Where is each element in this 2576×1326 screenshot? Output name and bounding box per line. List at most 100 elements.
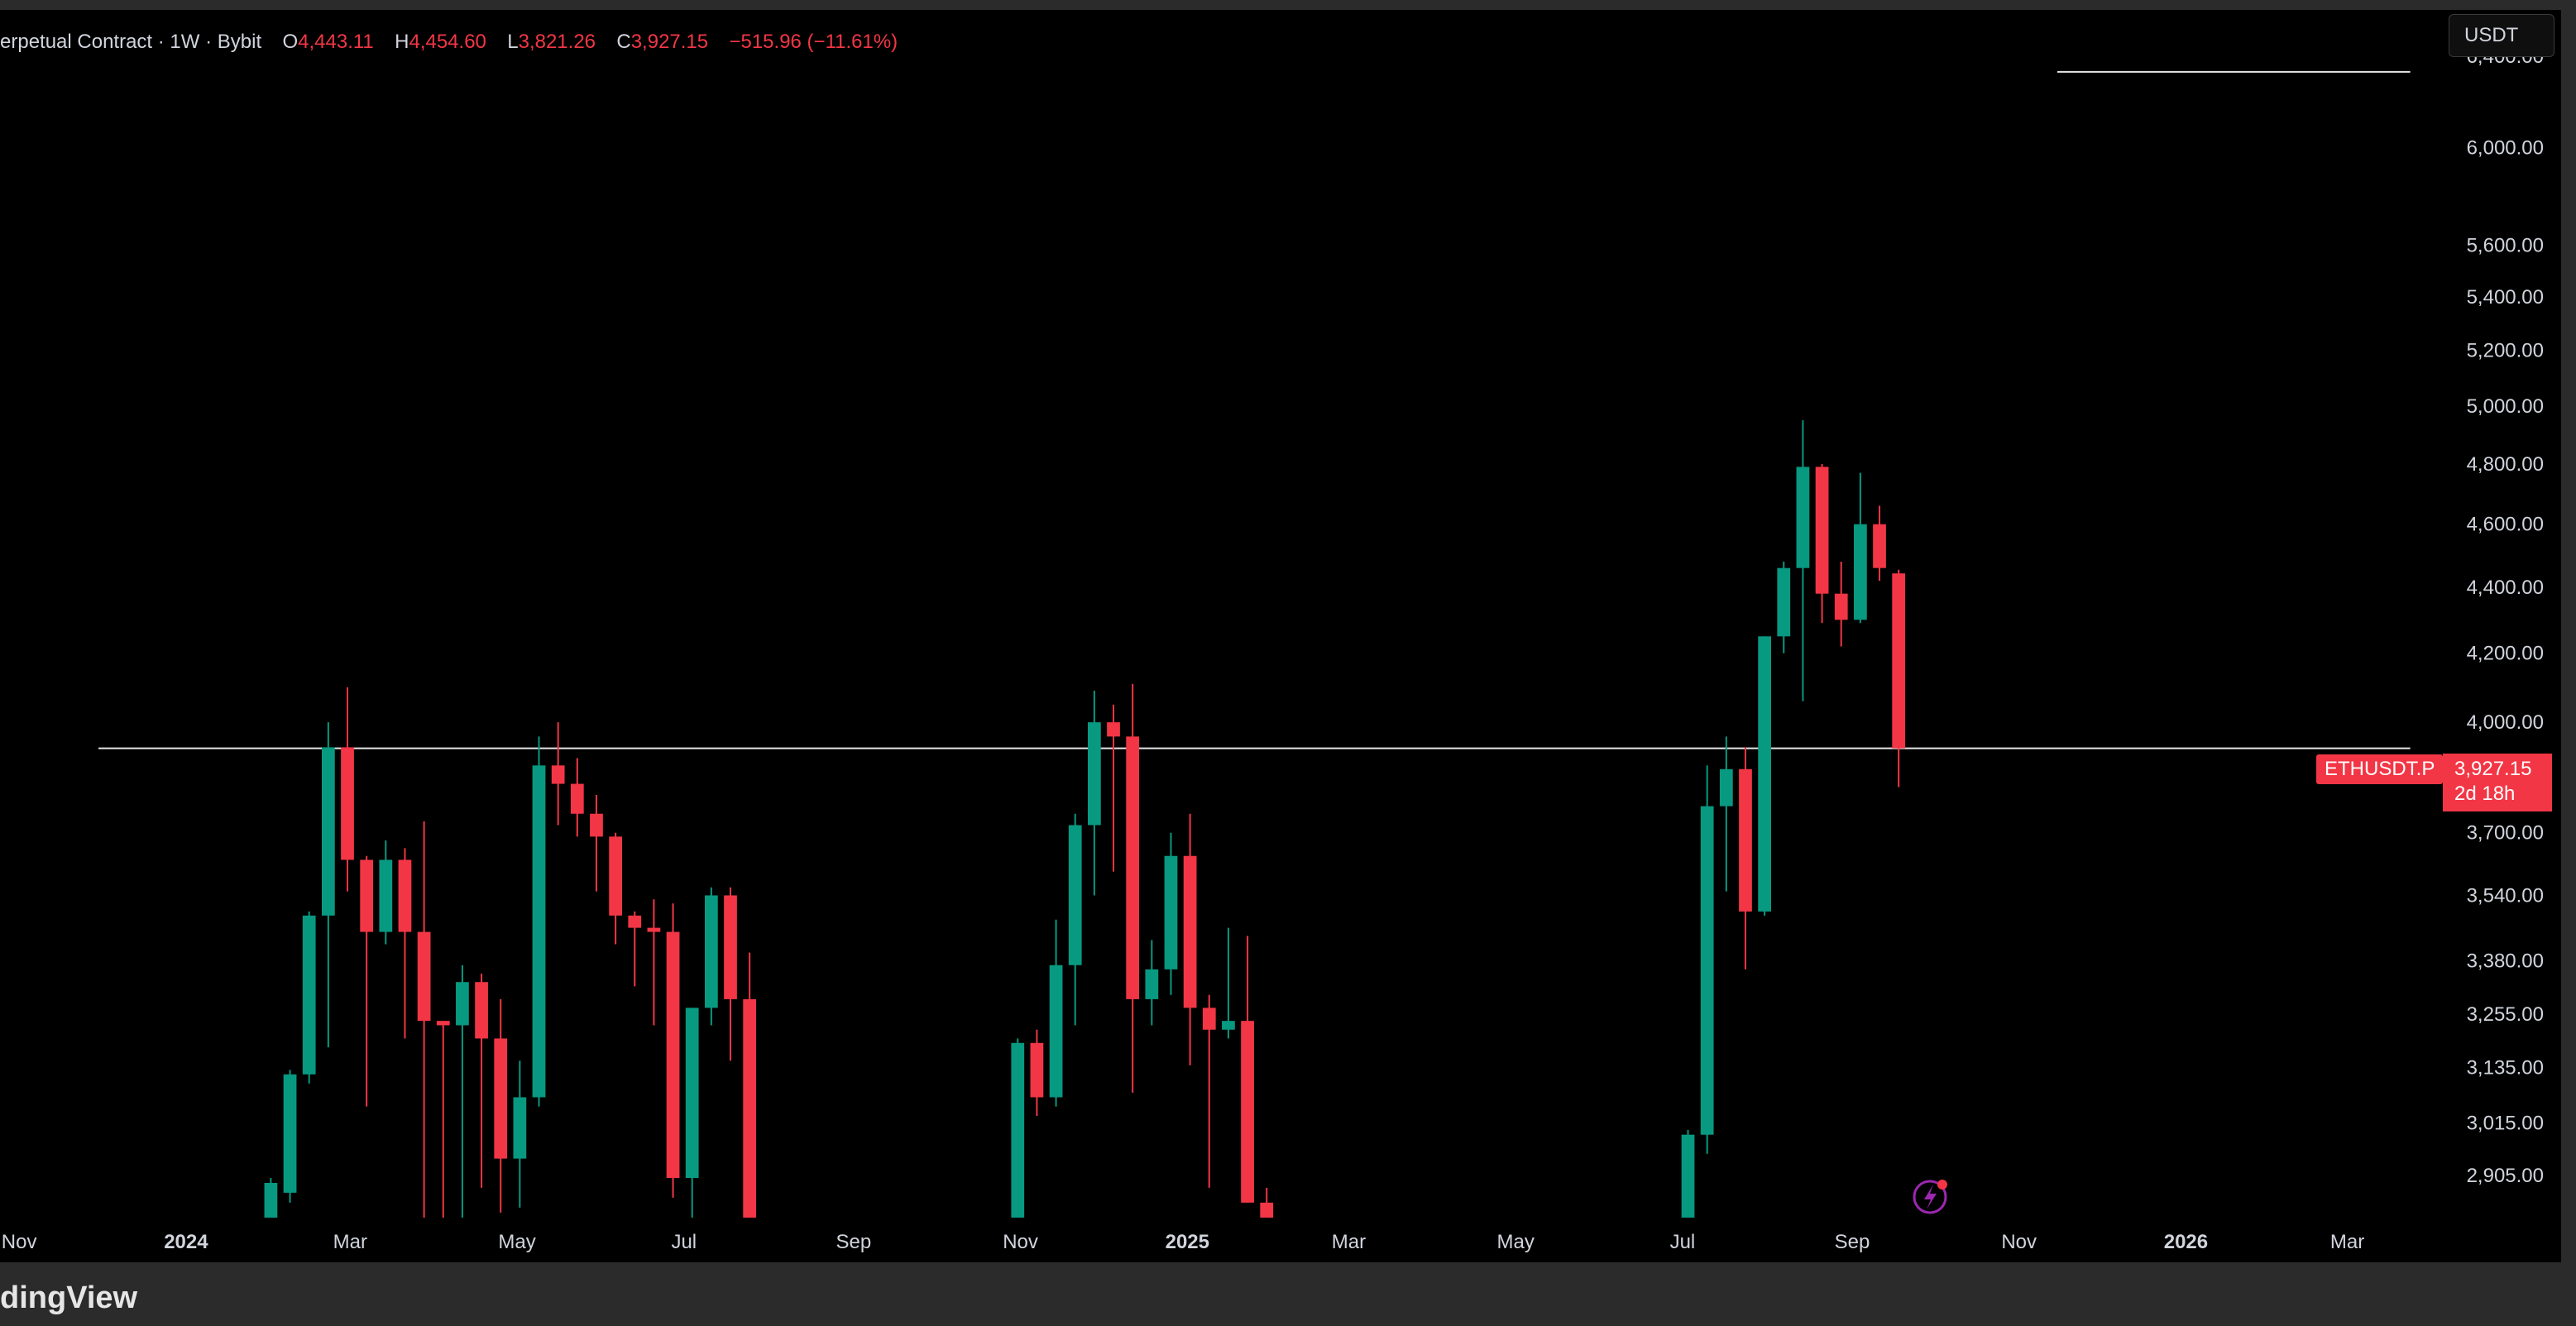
candle-2024-03-18 (398, 848, 412, 1039)
candle-body (628, 915, 642, 928)
open-value: 4,443.11 (298, 31, 374, 53)
price-tick-label: 5,000.00 (2467, 395, 2544, 418)
candle-body (1049, 965, 1063, 1098)
price-tick-label: 4,400.00 (2467, 577, 2544, 599)
candle-body (475, 982, 488, 1039)
candle-body (1854, 524, 1867, 620)
candle-2025-07-14 (1719, 736, 1733, 892)
candle-body (1260, 1202, 1274, 1218)
candle-body (341, 747, 354, 860)
close-value: 3,927.15 (630, 31, 709, 53)
price-tick-label: 4,800.00 (2467, 453, 2544, 476)
time-tick-label: Nov (2, 1231, 37, 1253)
time-tick-label: Mar (2330, 1231, 2364, 1253)
time-tick-label: 2025 (1166, 1231, 1209, 1253)
candle-2025-08-25 (1834, 562, 1848, 647)
candle-2024-11-04 (1030, 1029, 1044, 1116)
lightning-bolt-icon[interactable] (1913, 1180, 1947, 1214)
time-axis[interactable]: Nov 2024 Mar May Jul Sep Nov 2025 Mar May Jul Sep No… (2, 1231, 2364, 1253)
candle-2024-05-06 (532, 736, 546, 1107)
horizontal-lines (98, 70, 2411, 749)
change-value: −515.96 (−11.61%) (729, 31, 898, 53)
candle-body (685, 1008, 699, 1179)
candle-2024-06-03 (609, 832, 622, 945)
chart-frame: 2,905.00 3,015.00 3,135.00 3,255.00 3,380.00… (0, 10, 2561, 1262)
price-tick-label: 3,255.00 (2467, 1003, 2544, 1026)
time-tick-label: 2026 (2164, 1231, 2208, 1253)
candle-body (1126, 736, 1140, 999)
candle-body (609, 836, 622, 916)
time-tick-label: May (498, 1231, 535, 1253)
high-label: H (395, 31, 409, 53)
candle-body (551, 765, 565, 784)
candle-2024-06-17 (647, 899, 661, 1026)
candle-body (1758, 636, 1771, 912)
candle-body (436, 1021, 450, 1026)
candle-body (570, 783, 584, 814)
candle-body (264, 1182, 278, 1218)
candle-body (1183, 855, 1197, 1008)
symbol-title[interactable]: erpetual Contract · 1W · Bybit (0, 31, 262, 53)
candle-2024-05-13 (551, 722, 565, 826)
price-tick-label: 2,905.00 (2467, 1165, 2544, 1187)
candle-2024-12-23 (1164, 832, 1178, 995)
candle-body (1815, 467, 1829, 594)
price-tick-label: 3,015.00 (2467, 1112, 2544, 1134)
candle-body (1030, 1042, 1044, 1098)
candle-2024-02-05 (283, 1070, 297, 1203)
candle-2025-01-13 (1222, 927, 1235, 1039)
price-tick-label: 3,380.00 (2467, 950, 2544, 973)
price-tick-label: 3,700.00 (2467, 822, 2544, 845)
candle-2024-11-11 (1049, 919, 1063, 1107)
candle-body (513, 1097, 527, 1159)
candle-2024-06-10 (628, 911, 642, 987)
candle-2024-10-28 (1011, 1038, 1025, 1218)
candle-body (302, 915, 316, 1075)
candle-body (1145, 969, 1159, 999)
candle-2025-08-18 (1815, 463, 1829, 624)
tradingview-logo[interactable]: dingView (0, 1281, 138, 1315)
candlestick-chart[interactable]: 2,905.00 3,015.00 3,135.00 3,255.00 3,380.00… (0, 10, 2561, 1262)
price-tick-label: 4,600.00 (2467, 514, 2544, 536)
price-tick-label: 4,000.00 (2467, 711, 2544, 734)
candle-2024-12-02 (1107, 704, 1120, 872)
time-tick-label: Nov (1003, 1231, 1038, 1253)
candle-2025-07-28 (1758, 636, 1771, 916)
candle-body (724, 895, 737, 999)
candle-body (1681, 1134, 1695, 1218)
candle-body (1222, 1021, 1235, 1030)
candle-body (590, 813, 603, 837)
candle-2024-04-22 (494, 998, 508, 1213)
candle-2024-04-01 (436, 1021, 450, 1218)
candle-body (1892, 573, 1906, 749)
candle-body (1834, 593, 1848, 620)
candle-2024-03-11 (379, 840, 393, 945)
currency-button[interactable]: USDT (2449, 14, 2554, 57)
high-value: 4,454.60 (409, 31, 486, 53)
candle-2025-09-08 (1873, 505, 1886, 582)
time-tick-label: Sep (836, 1231, 871, 1253)
candle-body (494, 1038, 508, 1159)
candle-body (1777, 567, 1791, 637)
candle-2024-04-15 (475, 973, 488, 1188)
candle-body (1107, 722, 1120, 737)
time-tick-label: Mar (333, 1231, 367, 1253)
ohlc-legend: erpetual Contract · 1W · Bybit O4,443.11… (0, 31, 898, 54)
close-label: C (616, 31, 631, 53)
candle-2024-06-24 (666, 903, 680, 1198)
candle-body (360, 859, 374, 932)
candle-body (1164, 855, 1178, 969)
candle-body (1087, 722, 1101, 826)
candle-body (456, 982, 469, 1026)
candle-2024-04-29 (513, 1060, 527, 1208)
candle-2024-11-18 (1068, 813, 1082, 1026)
price-axis[interactable]: 2,905.00 3,015.00 3,135.00 3,255.00 3,380.00… (2467, 45, 2544, 1187)
candle-body (1719, 768, 1733, 807)
candle-2024-07-15 (724, 887, 737, 1061)
time-tick-label: Jul (1670, 1231, 1696, 1253)
candle-body (1796, 467, 1810, 568)
candle-body (666, 931, 680, 1179)
candle-2025-06-30 (1681, 1129, 1695, 1218)
candle-2024-07-08 (704, 887, 718, 1026)
candle-2025-09-01 (1854, 472, 1867, 624)
